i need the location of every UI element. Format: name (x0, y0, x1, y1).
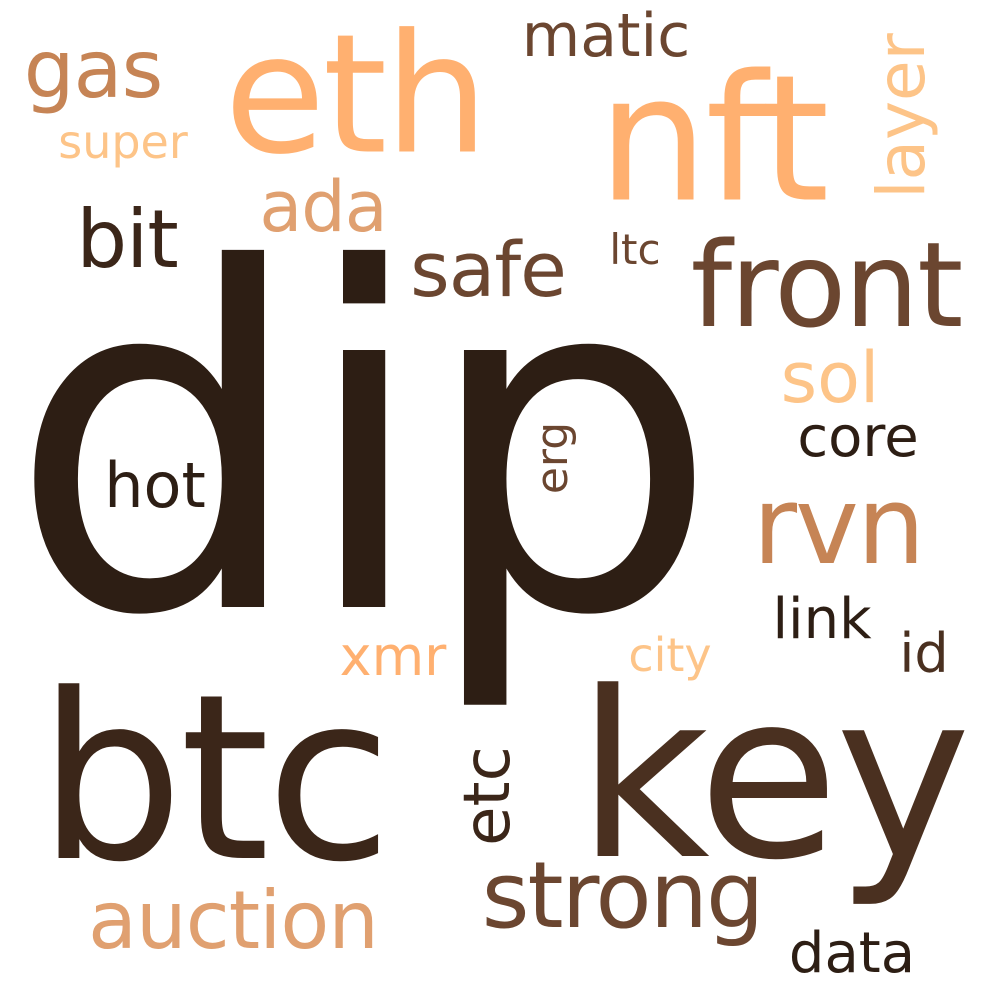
word-auction: auction (88, 874, 379, 967)
word-btc: btc (37, 646, 393, 913)
word-super: super (58, 115, 188, 169)
word-strong: strong (481, 842, 765, 949)
word-etc: etc (451, 746, 525, 846)
word-eth: eth (224, 0, 489, 191)
word-id: id (899, 622, 949, 685)
word-city: city (628, 628, 712, 682)
word-data: data (788, 921, 916, 986)
word-dip: dip (8, 171, 719, 718)
word-front: front (690, 216, 964, 354)
word-sol: sol (780, 337, 880, 419)
word-core: core (797, 405, 919, 470)
word-ada: ada (259, 166, 387, 248)
word-erg: erg (527, 421, 578, 495)
word-key: key (576, 644, 972, 911)
word-nft: nft (597, 38, 829, 242)
word-link: link (772, 587, 872, 652)
word-safe: safe (410, 225, 567, 314)
word-ltc: ltc (609, 225, 661, 274)
word-gas: gas (23, 23, 163, 116)
word-hot: hot (104, 449, 206, 522)
word-bit: bit (76, 193, 178, 286)
word-rvn: rvn (752, 464, 926, 589)
word-layer: layer (863, 33, 940, 199)
word-matic: matic (521, 1, 691, 71)
word-xmr: xmr (339, 625, 447, 688)
